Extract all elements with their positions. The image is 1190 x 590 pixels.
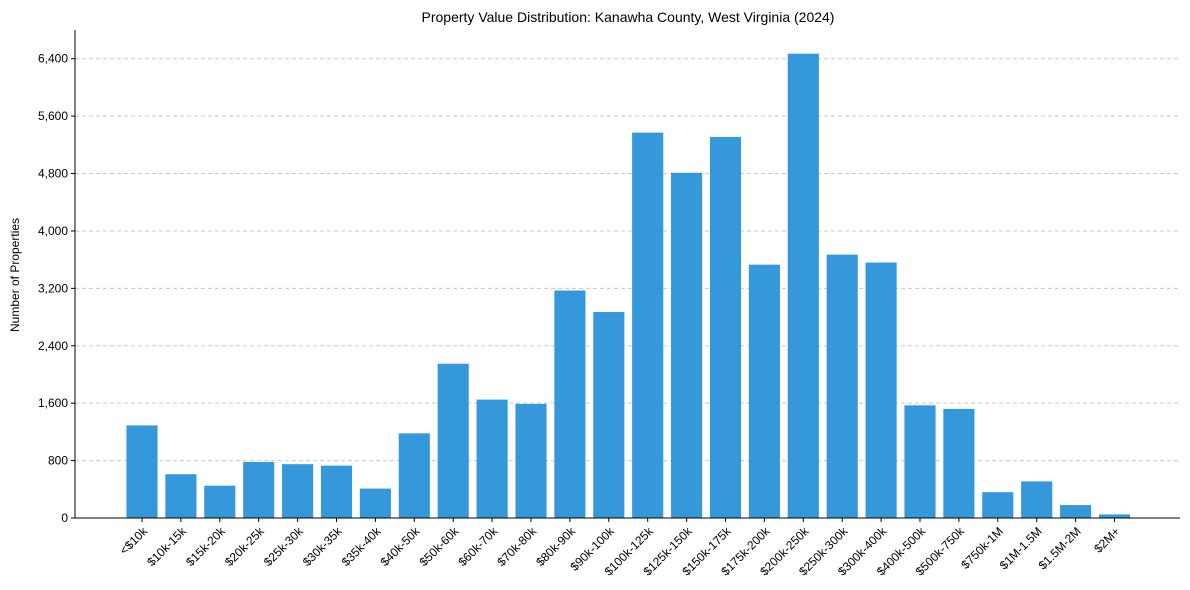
bar <box>943 408 975 518</box>
y-ticks: 0 800 1,600 2,400 3,200 4,000 4,800 5,600 6,400 <box>38 52 75 525</box>
x-tick-label: $70k-80k <box>494 524 540 570</box>
x-ticks: <$10k$10k-15k$15k-20k$20k-25k$25k-30k$30… <box>117 518 1123 578</box>
bar <box>904 405 936 518</box>
bar <box>787 53 819 519</box>
x-tick-label: $2M+ <box>1091 524 1122 555</box>
bar <box>826 254 858 518</box>
bar <box>126 425 158 518</box>
y-tick-label: 800 <box>48 454 68 468</box>
y-tick-label: 6,400 <box>38 52 68 66</box>
bar <box>1098 514 1131 518</box>
x-tick-label: $60k-70k <box>455 524 501 570</box>
bar <box>243 462 275 518</box>
bar <box>437 363 469 518</box>
gridlines <box>75 58 1180 462</box>
y-tick-label: 0 <box>61 511 68 525</box>
x-tick-label: $35k-40k <box>339 524 385 570</box>
y-tick-label: 5,600 <box>38 109 68 123</box>
y-tick-label: 1,600 <box>38 396 68 410</box>
y-tick-label: 2,400 <box>38 339 68 353</box>
bars <box>126 53 1131 519</box>
bar <box>320 465 353 518</box>
bar <box>204 485 236 518</box>
bar <box>554 290 586 518</box>
x-tick-label: $1.5M-2M <box>1036 524 1084 572</box>
bar <box>398 433 430 518</box>
bar <box>865 262 897 518</box>
x-tick-label: $10k-15k <box>144 524 190 570</box>
bar <box>1060 505 1092 518</box>
bar <box>748 264 780 518</box>
axes <box>74 30 1180 519</box>
y-tick-label: 4,000 <box>38 224 68 238</box>
x-tick-label: $30k-35k <box>300 524 346 570</box>
bar <box>165 474 197 518</box>
x-tick-label: $50k-60k <box>417 524 463 570</box>
x-tick-label: <$10k <box>117 524 151 558</box>
x-tick-label: $15k-20k <box>183 524 229 570</box>
x-tick-label: $25k-30k <box>261 524 307 570</box>
x-tick-label: $40k-50k <box>378 524 424 570</box>
x-tick-label: $20k-25k <box>222 524 268 570</box>
bar <box>593 312 625 518</box>
chart-title: Property Value Distribution: Kanawha Cou… <box>422 9 835 25</box>
bar <box>632 132 664 518</box>
bar <box>671 172 703 518</box>
bar <box>359 488 391 518</box>
y-tick-label: 3,200 <box>38 281 68 295</box>
y-tick-label: 4,800 <box>38 167 68 181</box>
bar <box>982 492 1014 518</box>
bar <box>515 403 547 518</box>
bar <box>709 136 742 518</box>
bar <box>282 464 314 518</box>
bar <box>476 399 508 518</box>
bar <box>1021 481 1053 518</box>
y-axis-label: Number of Properties <box>8 218 22 332</box>
